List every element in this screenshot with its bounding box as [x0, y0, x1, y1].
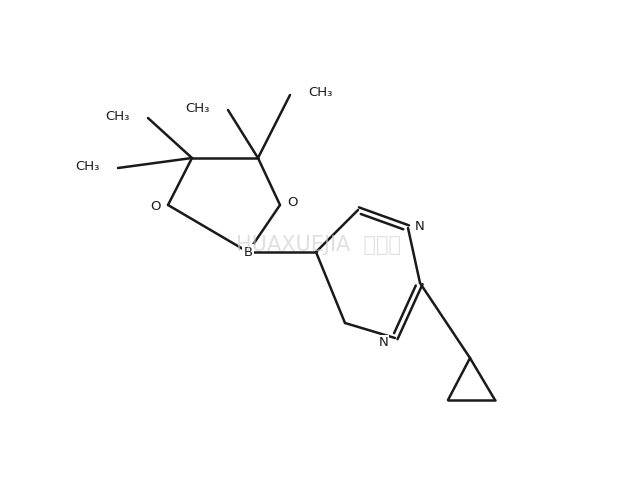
Text: CH₃: CH₃ — [76, 160, 100, 172]
Text: CH₃: CH₃ — [186, 102, 210, 115]
Text: O: O — [151, 200, 161, 213]
Text: CH₃: CH₃ — [308, 87, 333, 100]
Text: B: B — [244, 245, 252, 258]
Text: O: O — [287, 197, 298, 210]
Text: N: N — [378, 336, 388, 349]
Text: N: N — [415, 220, 425, 232]
Text: HUAXUEJIA  化学加: HUAXUEJIA 化学加 — [235, 235, 401, 255]
Text: CH₃: CH₃ — [106, 109, 130, 122]
